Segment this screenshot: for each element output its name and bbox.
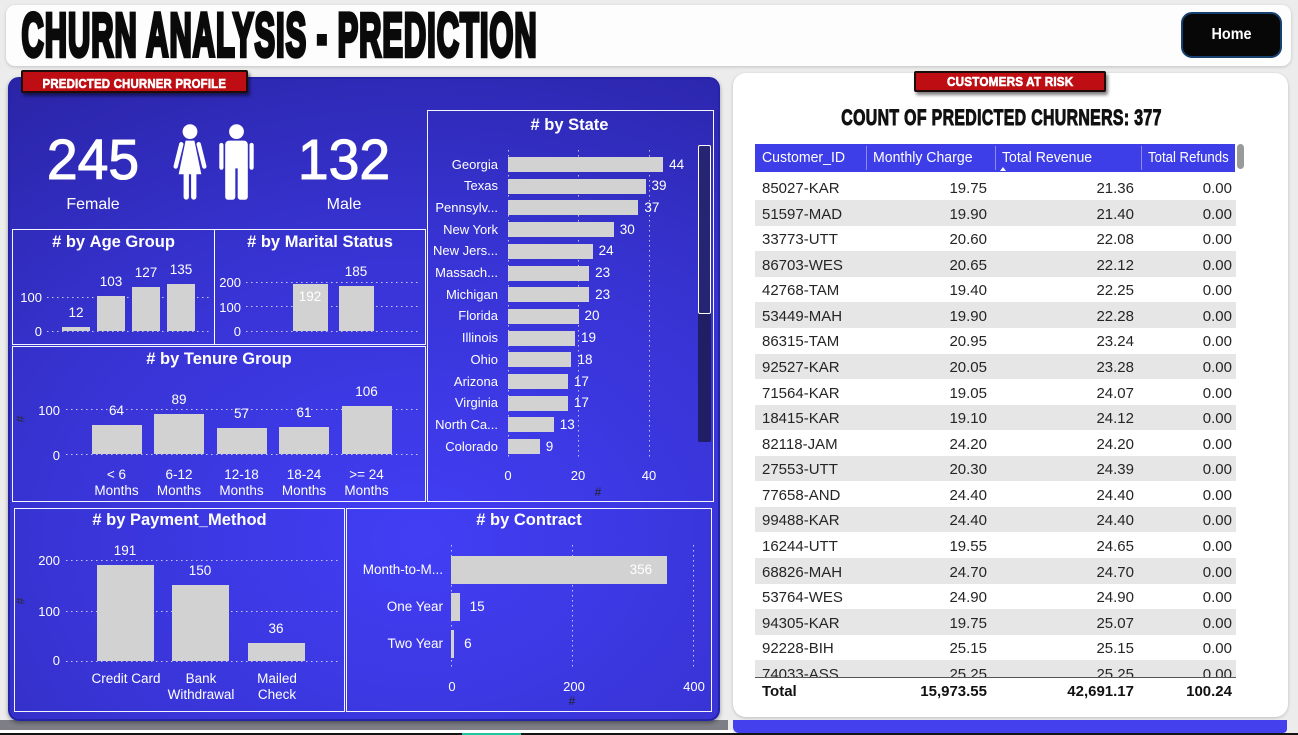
svg-text:CHURN ANALYSIS - PREDICTION: CHURN ANALYSIS - PREDICTION xyxy=(22,2,538,70)
